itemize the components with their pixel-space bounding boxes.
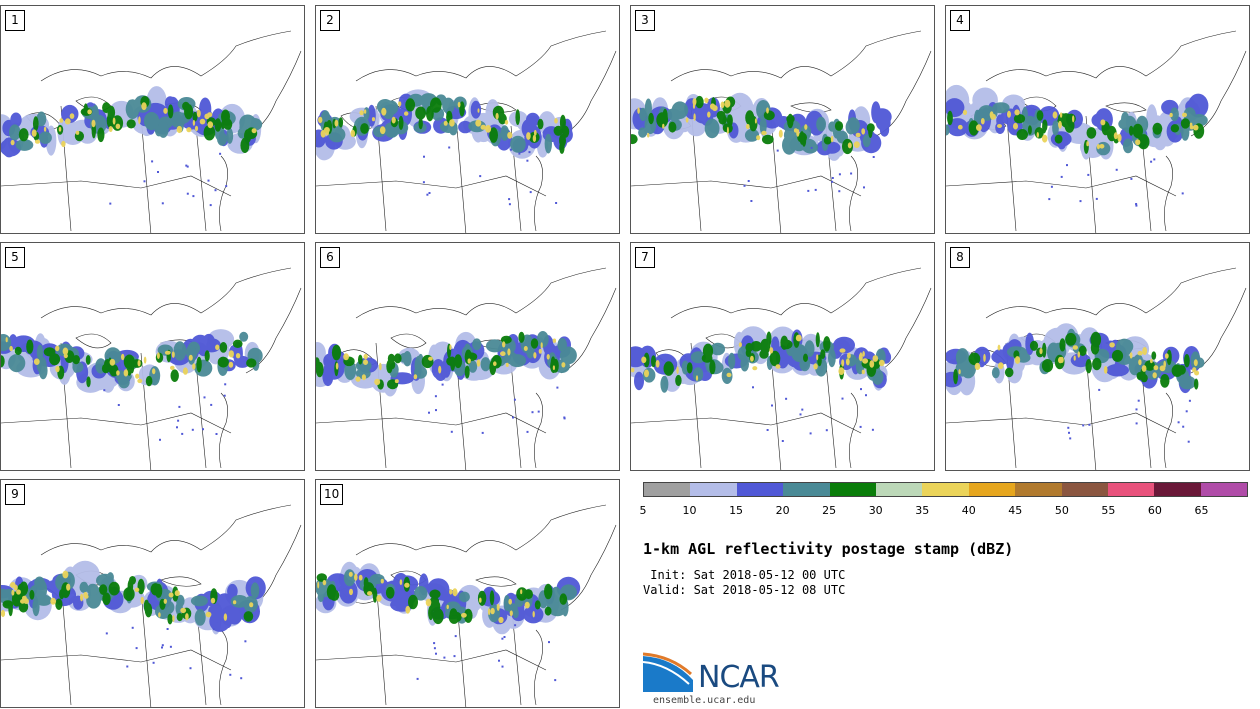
valid-time: Valid: Sat 2018-05-12 08 UTC bbox=[643, 583, 846, 597]
colorbar-tick-labels: 5 10 15 20 25 30 35 40 45 50 55 60 65 bbox=[639, 504, 1248, 518]
panel-number-label: 10 bbox=[320, 484, 344, 505]
colorbar-segment bbox=[644, 483, 691, 496]
colorbar-segment bbox=[875, 483, 923, 496]
figure-title: 1-km AGL reflectivity postage stamp (dBZ… bbox=[643, 540, 1014, 558]
colorbar-tick: 50 bbox=[1054, 504, 1069, 517]
colorbar-tick: 20 bbox=[775, 504, 790, 517]
colorbar-tick: 60 bbox=[1147, 504, 1162, 517]
panel-number-label: 3 bbox=[635, 10, 655, 31]
colorbar-tick: 55 bbox=[1101, 504, 1116, 517]
panel-number-label: 5 bbox=[5, 247, 25, 268]
colorbar-segment bbox=[1200, 483, 1248, 496]
panel-number-label: 1 bbox=[5, 10, 25, 31]
ncar-logo-icon bbox=[643, 652, 693, 692]
colorbar-tick: 25 bbox=[822, 504, 837, 517]
member-panel-3: 3 bbox=[630, 5, 935, 234]
member-panel-8: 8 bbox=[945, 242, 1250, 471]
colorbar-tick: 45 bbox=[1008, 504, 1023, 517]
member-panel-5: 5 bbox=[0, 242, 305, 471]
colorbar-tick: 30 bbox=[868, 504, 883, 517]
panel-number-label: 8 bbox=[950, 247, 970, 268]
logo-url: ensemble.ucar.edu bbox=[653, 695, 756, 706]
member-panel-9: 9 bbox=[0, 479, 305, 708]
member-panel-7: 7 bbox=[630, 242, 935, 471]
colorbar-tick: 10 bbox=[682, 504, 697, 517]
panel-number-label: 9 bbox=[5, 484, 25, 505]
colorbar-tick: 15 bbox=[729, 504, 744, 517]
init-time: Init: Sat 2018-05-12 00 UTC bbox=[643, 568, 846, 582]
colorbar-segment bbox=[736, 483, 784, 496]
ncar-logo-text: NCAR bbox=[698, 660, 780, 695]
colorbar-segment bbox=[690, 483, 737, 496]
colorbar-segment bbox=[1061, 483, 1108, 496]
colorbar-tick: 40 bbox=[961, 504, 976, 517]
colorbar-tick: 65 bbox=[1194, 504, 1209, 517]
reflectivity-colorbar bbox=[643, 482, 1248, 497]
colorbar-segment bbox=[922, 483, 969, 496]
member-panel-1: 1 bbox=[0, 5, 305, 234]
member-panel-6: 6 bbox=[315, 242, 620, 471]
colorbar-tick: 35 bbox=[915, 504, 930, 517]
panel-number-label: 4 bbox=[950, 10, 970, 31]
colorbar-segment bbox=[1154, 483, 1201, 496]
colorbar-segment bbox=[783, 483, 830, 496]
member-panel-4: 4 bbox=[945, 5, 1250, 234]
colorbar-segment bbox=[1015, 483, 1062, 496]
panel-number-label: 2 bbox=[320, 10, 340, 31]
member-panel-2: 2 bbox=[315, 5, 620, 234]
colorbar-segment bbox=[829, 483, 876, 496]
colorbar-segment bbox=[1107, 483, 1155, 496]
member-panel-10: 10 bbox=[315, 479, 620, 708]
colorbar-segment bbox=[968, 483, 1016, 496]
colorbar-tick: 5 bbox=[639, 504, 647, 517]
panel-number-label: 7 bbox=[635, 247, 655, 268]
panel-number-label: 6 bbox=[320, 247, 340, 268]
